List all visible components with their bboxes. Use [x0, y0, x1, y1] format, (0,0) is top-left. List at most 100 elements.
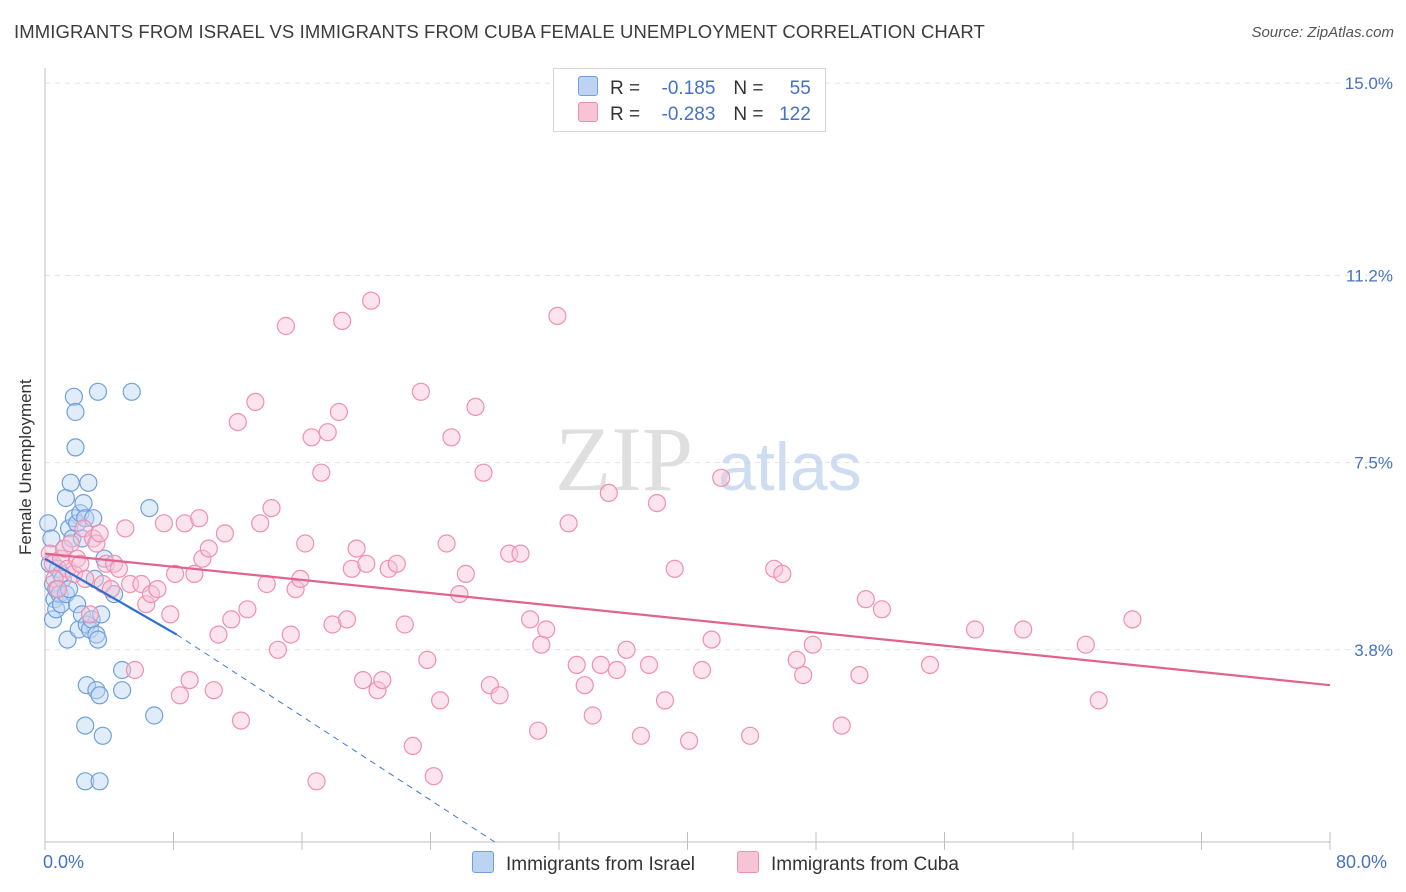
- cuba-point-29: [154, 514, 173, 533]
- cuba-point-98: [591, 655, 610, 675]
- cuba-point-126: [1123, 610, 1142, 629]
- cuba-point-39: [204, 681, 223, 700]
- israel-r-value: -0.185: [661, 78, 716, 99]
- cuba-point-45: [238, 600, 257, 619]
- cuba-point-104: [647, 494, 667, 513]
- cuba-point-89: [520, 610, 540, 629]
- cuba-point-16: [90, 524, 109, 543]
- cuba-point-66: [353, 670, 373, 690]
- cuba-point-57: [307, 772, 326, 791]
- cuba-point-49: [262, 499, 281, 518]
- israel-point-2: [42, 529, 61, 548]
- cuba-point-31: [166, 564, 185, 584]
- israel-point-52: [112, 660, 132, 680]
- israel-point-4: [43, 610, 63, 629]
- cuba-n-value: 122: [779, 104, 811, 125]
- cuba-point-62: [333, 311, 352, 330]
- israel-point-37: [79, 473, 98, 492]
- cuba-point-68: [362, 291, 381, 310]
- israel-n-value: 55: [789, 78, 811, 99]
- cuba-point-82: [456, 564, 475, 584]
- cuba-point-123: [1014, 620, 1033, 639]
- israel-point-45: [88, 382, 108, 401]
- israel-point-44: [88, 630, 108, 649]
- cuba-point-24: [125, 660, 144, 680]
- cuba-point-79: [437, 534, 456, 553]
- cuba-point-99: [599, 483, 618, 502]
- israel-point-43: [87, 681, 106, 700]
- watermark-atlas: atlas: [718, 429, 862, 505]
- cuba-point-103: [639, 655, 659, 675]
- cuba-point-95: [567, 655, 586, 675]
- israel-r-label: R =: [610, 78, 641, 99]
- cuba-point-65: [347, 539, 366, 558]
- y-tick-label-0: 3.8%: [1354, 641, 1393, 660]
- cuba-point-63: [337, 610, 357, 629]
- cuba-point-69: [368, 681, 387, 700]
- cuba-point-125: [1089, 691, 1108, 710]
- source-label: Source: ZipAtlas.com: [1251, 24, 1394, 41]
- cuba-point-108: [692, 660, 712, 680]
- israel-point-34: [76, 772, 95, 791]
- cuba-point-22: [116, 519, 135, 538]
- cuba-point-30: [161, 605, 180, 624]
- cuba-point-53: [286, 579, 305, 599]
- israel-point-7: [47, 600, 66, 619]
- cuba-point-78: [431, 691, 450, 710]
- cuba-point-117: [832, 716, 851, 735]
- cuba-point-102: [631, 726, 651, 745]
- cuba-point-77: [424, 767, 443, 786]
- israel-swatch: [578, 76, 598, 96]
- cuba-point-88: [511, 544, 530, 563]
- israel-point-56: [145, 706, 164, 725]
- cuba-point-19: [101, 579, 121, 599]
- cuba-point-38: [199, 539, 218, 558]
- cuba-point-115: [794, 665, 813, 685]
- cuba-point-51: [276, 316, 295, 336]
- cuba-point-56: [302, 428, 321, 447]
- cuba-point-43: [228, 413, 247, 432]
- cuba-point-7: [61, 534, 80, 553]
- cuba-point-41: [215, 524, 234, 543]
- israel-point-14: [56, 488, 76, 508]
- trendlines: [44, 552, 1331, 843]
- cuba-r-label: R =: [610, 104, 641, 125]
- watermark-zip: ZIP: [555, 408, 693, 510]
- legend-item-cuba[interactable]: Immigrants from Cuba: [737, 851, 959, 876]
- cuba-point-96: [575, 676, 594, 695]
- cuba-point-40: [209, 625, 228, 644]
- israel-point-31: [74, 494, 93, 513]
- israel-point-24: [66, 438, 85, 457]
- cuba-point-113: [773, 564, 792, 584]
- cuba-point-73: [395, 615, 414, 634]
- cuba-point-81: [450, 584, 469, 604]
- cuba-point-111: [740, 726, 760, 745]
- watermark: ZIP atlas: [555, 408, 862, 510]
- cuba-point-116: [803, 635, 822, 654]
- cuba-point-42: [222, 610, 241, 629]
- cuba-legend-swatch: [737, 851, 759, 873]
- cuba-point-90: [528, 721, 548, 740]
- israel-point-55: [140, 499, 159, 518]
- cuba-n-label: N =: [733, 104, 764, 125]
- axes: [44, 68, 1331, 850]
- israel-point-0: [39, 514, 58, 533]
- israel-point-23: [66, 402, 85, 422]
- israel-point-25: [67, 595, 87, 614]
- y-tick-label-1: 7.5%: [1354, 454, 1393, 473]
- cuba-point-84: [474, 463, 493, 482]
- cuba-point-59: [318, 423, 337, 442]
- cuba-point-91: [532, 635, 551, 654]
- israel-n-label: N =: [733, 78, 764, 99]
- x-tick-label-max: 80.0%: [1336, 852, 1388, 872]
- cuba-point-86: [490, 686, 509, 705]
- israel-point-47: [90, 772, 109, 791]
- legend-item-israel[interactable]: Immigrants from Israel: [472, 851, 695, 876]
- series-israel-points: [39, 382, 164, 791]
- cuba-point-120: [872, 600, 892, 619]
- cuba-point-119: [856, 590, 875, 609]
- cuba-point-74: [403, 736, 422, 756]
- cuba-point-83: [466, 397, 485, 416]
- cuba-point-75: [411, 382, 430, 401]
